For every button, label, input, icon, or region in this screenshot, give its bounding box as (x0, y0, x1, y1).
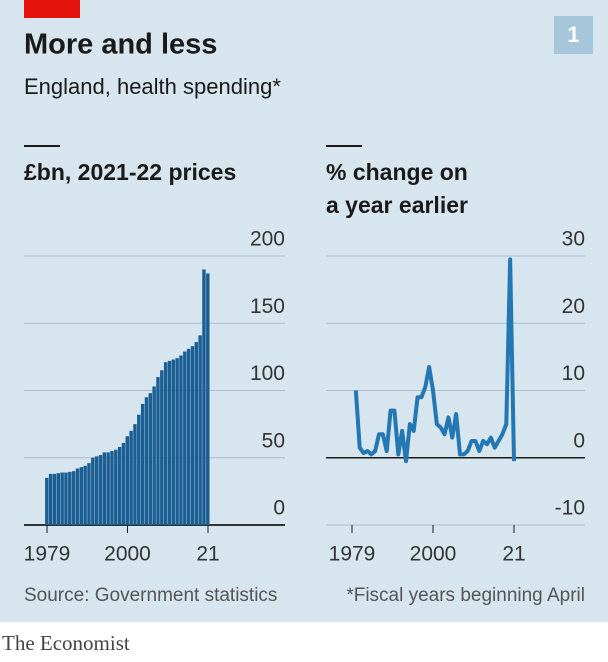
bar (171, 359, 176, 525)
x-tick-label: 21 (502, 543, 525, 566)
bar (102, 452, 107, 525)
source: Source: Government statistics (24, 585, 277, 606)
bar (152, 386, 156, 525)
chart-title: More and less (24, 29, 217, 61)
x-tick-label: 2000 (410, 543, 457, 566)
bar (190, 346, 195, 525)
bar (148, 393, 153, 525)
y-tick-label: 200 (250, 228, 285, 251)
bar (75, 468, 80, 525)
bar (52, 473, 57, 525)
y-axis-label: £bn, 2021-22 prices (24, 159, 236, 185)
bar (202, 269, 206, 525)
bar (94, 456, 99, 525)
bar (117, 446, 122, 525)
bar (137, 414, 141, 525)
red-tag (24, 0, 80, 18)
bar (125, 436, 130, 525)
bar (167, 360, 172, 525)
y-axis-label: % change on (326, 159, 468, 185)
brand: The Economist (2, 631, 130, 655)
bar (106, 452, 110, 525)
bar (79, 467, 84, 525)
x-tick-label: 2000 (104, 543, 151, 566)
y-tick-label: 20 (562, 295, 585, 318)
bar (160, 370, 164, 525)
y-tick-label: 150 (250, 295, 285, 318)
bar (183, 351, 187, 525)
bar (68, 471, 72, 525)
bar (45, 477, 49, 525)
chart-number: 1 (567, 22, 579, 47)
x-tick-label: 1979 (329, 543, 376, 566)
bar (175, 358, 179, 525)
y-tick-label: 0 (573, 429, 585, 452)
bar (206, 273, 210, 525)
x-tick-label: 21 (196, 543, 219, 566)
bar (179, 355, 183, 525)
bar (140, 403, 145, 525)
bar (121, 442, 126, 525)
bar (98, 455, 103, 525)
bar (186, 348, 191, 525)
bar (71, 471, 76, 525)
bar (83, 465, 87, 525)
bar (163, 362, 168, 525)
bar (56, 473, 61, 525)
y-tick-label: -10 (555, 497, 585, 520)
y-tick-label: 0 (273, 497, 285, 520)
bar (60, 472, 64, 525)
y-tick-label: 30 (562, 228, 585, 251)
bar (48, 473, 53, 525)
bar (129, 430, 133, 525)
bar (198, 335, 202, 525)
bar (110, 451, 114, 525)
footer-strip (0, 622, 608, 662)
y-tick-label: 100 (250, 362, 285, 385)
y-tick-label: 10 (562, 362, 585, 385)
bar (64, 472, 68, 525)
x-tick-label: 1979 (24, 543, 71, 566)
y-tick-label: 50 (262, 429, 285, 452)
bar (91, 457, 95, 525)
line (353, 257, 516, 464)
bar (194, 342, 199, 525)
bar (114, 449, 118, 525)
bar (156, 377, 160, 525)
bar (87, 463, 91, 525)
bar (144, 397, 149, 525)
subtitle: England, health spending* (24, 74, 281, 99)
bar (133, 424, 137, 525)
note: *Fiscal years beginning April (346, 585, 585, 606)
y-axis-label: a year earlier (326, 192, 468, 218)
number-box (554, 16, 593, 54)
